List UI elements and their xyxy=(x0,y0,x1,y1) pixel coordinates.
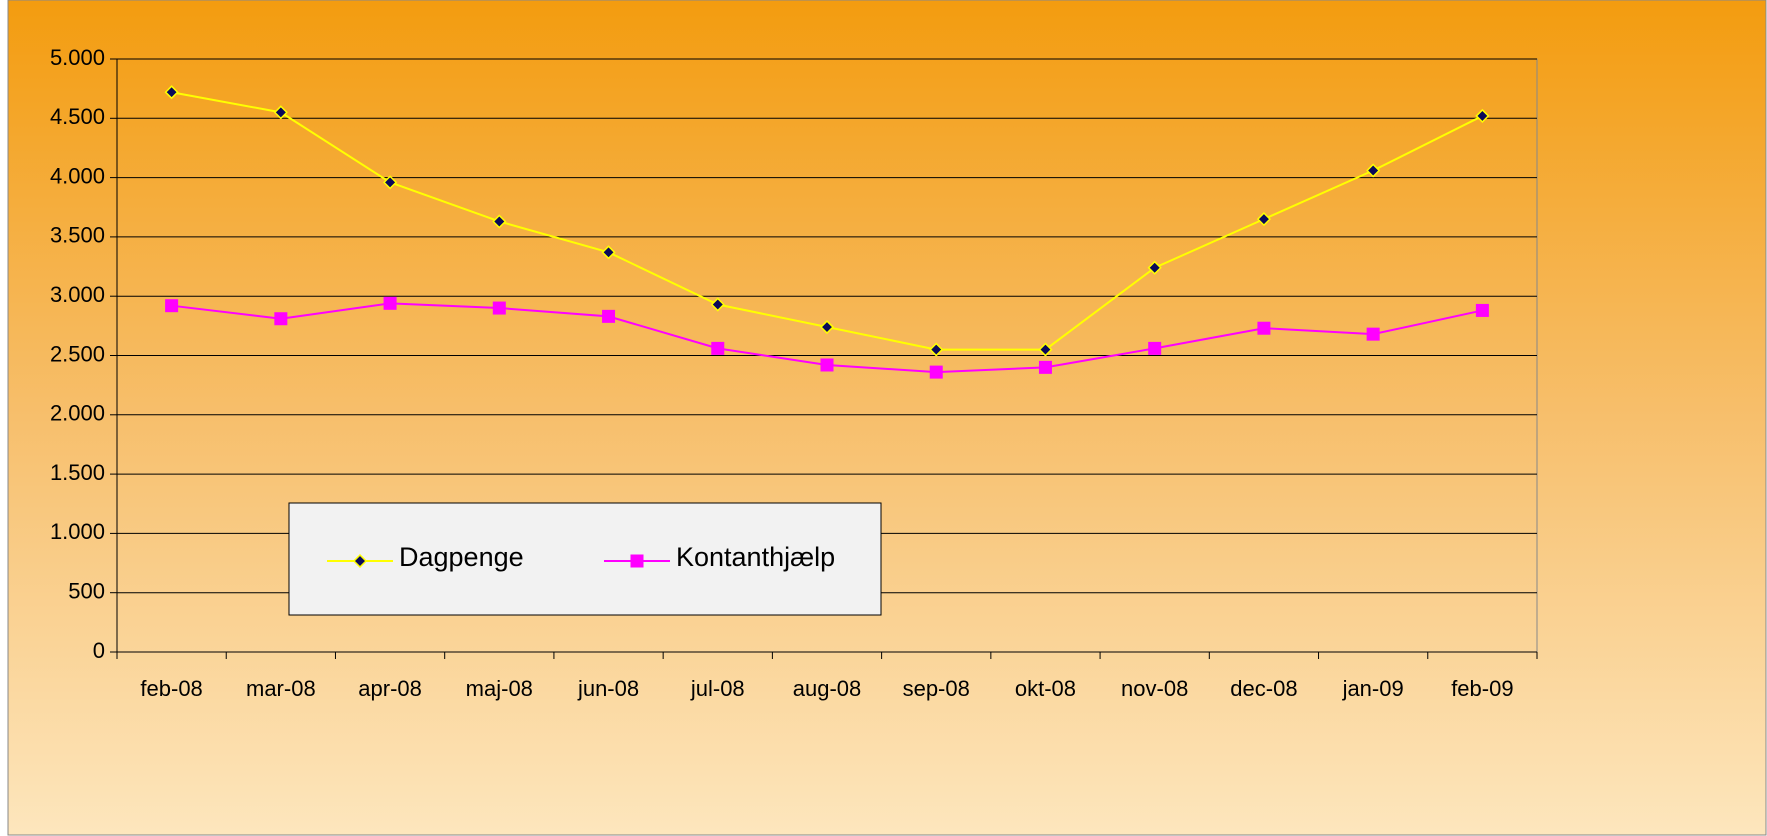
x-tick-label: nov-08 xyxy=(1121,676,1188,701)
marker xyxy=(710,297,725,312)
y-tick-label: 500 xyxy=(68,579,105,604)
marker xyxy=(929,365,943,379)
marker xyxy=(383,175,398,190)
x-tick-label: apr-08 xyxy=(358,676,422,701)
marker xyxy=(630,554,644,568)
marker xyxy=(602,309,616,323)
marker xyxy=(819,319,835,335)
x-tick-label: feb-08 xyxy=(140,676,202,701)
x-tick-label: jan-09 xyxy=(1342,676,1404,701)
marker xyxy=(273,105,288,120)
marker xyxy=(1147,260,1162,275)
y-tick-label: 2.500 xyxy=(50,341,105,366)
marker xyxy=(1038,342,1053,357)
y-tick-label: 3.000 xyxy=(50,282,105,307)
marker xyxy=(352,553,368,569)
marker xyxy=(711,341,725,355)
marker xyxy=(1257,321,1271,335)
legend-box xyxy=(288,502,882,616)
marker xyxy=(1366,163,1381,178)
y-tick-label: 4.500 xyxy=(50,104,105,129)
legend-label: Kontanthjælp xyxy=(676,542,835,572)
x-tick-label: dec-08 xyxy=(1230,676,1297,701)
y-tick-label: 1.000 xyxy=(50,519,105,544)
marker xyxy=(1256,212,1271,227)
marker xyxy=(1038,360,1052,374)
marker xyxy=(492,214,507,229)
marker xyxy=(820,358,834,372)
marker xyxy=(164,85,179,100)
y-tick-label: 3.500 xyxy=(50,223,105,248)
marker xyxy=(383,296,397,310)
y-tick-label: 0 xyxy=(93,638,105,663)
marker xyxy=(492,301,506,315)
marker xyxy=(601,245,616,260)
marker xyxy=(1366,327,1380,341)
marker xyxy=(274,312,288,326)
y-tick-label: 4.000 xyxy=(50,163,105,188)
x-tick-label: jul-08 xyxy=(690,676,745,701)
marker xyxy=(1475,303,1489,317)
legend-label: Dagpenge xyxy=(399,542,524,572)
marker xyxy=(1148,341,1162,355)
x-tick-label: feb-09 xyxy=(1451,676,1513,701)
x-tick-label: jun-08 xyxy=(577,676,639,701)
y-tick-label: 2.000 xyxy=(50,401,105,426)
x-tick-label: okt-08 xyxy=(1015,676,1076,701)
x-tick-label: maj-08 xyxy=(466,676,533,701)
marker xyxy=(165,299,179,313)
marker xyxy=(1475,108,1490,123)
x-tick-label: aug-08 xyxy=(793,676,862,701)
chart-background xyxy=(7,0,1767,836)
x-tick-label: sep-08 xyxy=(903,676,970,701)
y-tick-label: 1.500 xyxy=(50,460,105,485)
y-tick-label: 5.000 xyxy=(50,45,105,70)
x-tick-label: mar-08 xyxy=(246,676,316,701)
marker xyxy=(929,342,944,357)
